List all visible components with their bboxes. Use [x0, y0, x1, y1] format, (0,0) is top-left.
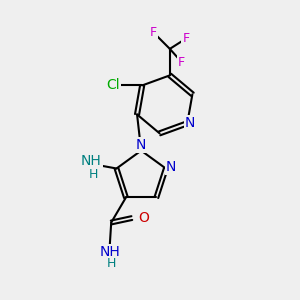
Text: H: H: [106, 257, 116, 270]
Text: N: N: [135, 138, 146, 152]
Text: F: F: [182, 32, 190, 45]
Text: N: N: [166, 160, 176, 174]
Text: N: N: [185, 116, 195, 130]
Text: F: F: [150, 26, 157, 39]
Text: NH: NH: [99, 245, 120, 259]
Text: F: F: [178, 56, 185, 69]
Text: H: H: [88, 168, 98, 181]
Text: O: O: [138, 211, 149, 225]
Text: Cl: Cl: [106, 78, 119, 92]
Text: NH: NH: [81, 154, 102, 168]
